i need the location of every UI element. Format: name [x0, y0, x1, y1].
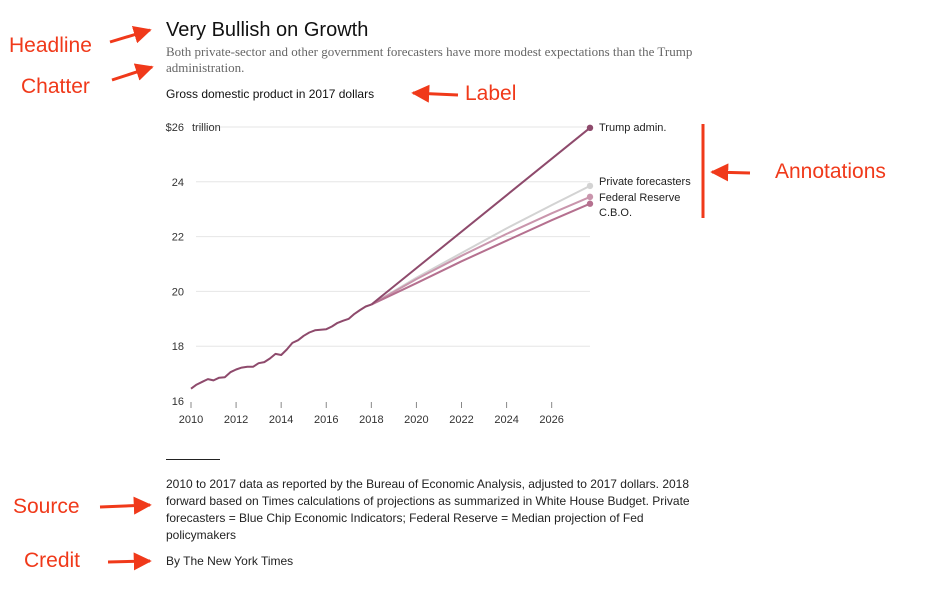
callout-label: Label	[465, 82, 517, 105]
credit-line: By The New York Times	[166, 554, 294, 568]
y-tick-label: 24	[172, 177, 184, 189]
divider-rule	[166, 459, 220, 460]
y-tick-label: 18	[172, 341, 184, 353]
series-annotation-c-b-o: C.B.O.	[599, 207, 632, 219]
x-tick-label: 2016	[314, 414, 338, 426]
series-line-c-b-o	[370, 202, 591, 306]
callout-chatter: Chatter	[21, 75, 90, 98]
series-annotation-federal-reserve: Federal Reserve	[599, 192, 680, 204]
x-tick-label: 2024	[494, 414, 518, 426]
callout-credit: Credit	[24, 549, 81, 572]
chart-label: Gross domestic product in 2017 dollars	[166, 87, 375, 101]
x-tick-label: 2012	[224, 414, 248, 426]
end-point-trump-admin	[586, 124, 594, 132]
callout-headline: Headline	[9, 34, 92, 57]
x-tick-label: 2020	[404, 414, 428, 426]
series-line-private-forecasters	[370, 185, 591, 306]
chatter: Both private-sector and other government…	[166, 44, 693, 75]
x-tick-label: 2018	[359, 414, 383, 426]
series-annotation-private-forecasters: Private forecasters	[599, 176, 691, 188]
source-note: 2010 to 2017 data as reported by the Bur…	[166, 477, 690, 542]
callout-source: Source	[13, 495, 80, 518]
series-annotation-trump-admin: Trump admin.	[599, 122, 666, 134]
y-tick-label: 16	[172, 396, 184, 408]
historical-line	[190, 303, 372, 390]
x-tick-label: 2010	[179, 414, 203, 426]
y-unit-label: trillion	[192, 122, 221, 134]
x-tick-label: 2014	[269, 414, 293, 426]
y-tick-label: $26	[166, 122, 184, 134]
end-point-c-b-o	[586, 200, 594, 207]
x-tick-label: 2022	[449, 414, 473, 426]
end-point-private-forecasters	[586, 182, 594, 190]
headline: Very Bullish on Growth	[166, 19, 369, 41]
x-tick-label: 2026	[539, 414, 563, 426]
y-tick-label: 22	[172, 232, 184, 244]
end-point-federal-reserve	[586, 193, 594, 201]
series-line-federal-reserve	[370, 195, 591, 306]
y-tick-label: 20	[172, 286, 184, 298]
series-line-trump-admin	[370, 127, 591, 306]
callout-annotations: Annotations	[775, 160, 886, 183]
